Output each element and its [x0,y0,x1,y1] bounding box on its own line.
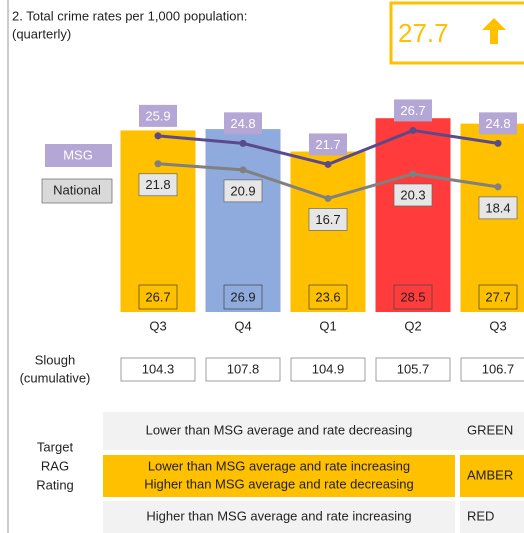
rag-rating: AMBER [467,467,513,482]
rag-row-bg [103,455,455,497]
line-point [409,126,417,134]
line-point [409,170,417,178]
title: 2. Total crime rates per 1,000 populatio… [12,8,247,23]
cumulative-value: 104.3 [142,361,175,376]
rag-text: Higher than MSG average and rate decreas… [144,476,414,491]
cumulative-box [205,357,281,382]
legend-box [41,178,113,204]
bar [375,118,451,312]
x-tick-label: Q1 [319,318,336,333]
cumulative-box [120,357,196,382]
line-label: 24.8 [230,116,255,131]
bar-label: 23.6 [315,289,340,304]
bar-label-box [308,284,348,310]
bar-label: 26.7 [145,289,170,304]
line-label-box [478,196,518,220]
line-label: 21.8 [145,177,170,192]
rag-text: Lower than MSG average and rate decreasi… [146,422,413,437]
cumulative-box [375,357,451,382]
cumulative-box [290,357,366,382]
bar-label-box [138,284,178,310]
line-label-box [308,208,348,231]
bar [205,129,281,312]
subtitle: (quarterly) [12,26,71,41]
bar-label: 27.7 [485,289,510,304]
rag-text: Higher than MSG average and rate increas… [146,508,411,523]
headline-value: 27.7 [398,18,449,48]
line-point [154,160,162,168]
trend-arrow [482,18,506,44]
rag-label: RAG [41,458,69,473]
bar-label-box [478,284,518,310]
line-label: 24.8 [485,116,510,131]
line-point [324,194,332,202]
line-label: 16.7 [315,212,340,227]
line-label: 18.4 [485,200,510,215]
line-label-box [138,173,178,197]
headline-box [389,1,524,65]
line-point [324,160,332,168]
rag-row-bg [103,501,455,533]
line-point [154,132,162,140]
cumulative-value: 107.8 [227,361,260,376]
rag-label: Rating [36,477,74,492]
rag-row-bg [103,412,455,450]
bar-label: 28.5 [400,289,425,304]
line-label: 21.7 [315,137,340,152]
cumulative-box [460,357,524,382]
bar-label-box [223,284,263,310]
line-label-box [479,112,517,135]
line-label-box [393,183,433,207]
rag-rating: GREEN [467,422,513,437]
bar-label-box [393,284,433,310]
line-label-box [223,179,263,203]
line-point [494,139,502,147]
bar-label: 26.9 [230,289,255,304]
line-label: 26.7 [400,103,425,118]
rag-row-bg [460,455,524,497]
cumulative-value: 106.7 [482,361,515,376]
legend-label: National [53,182,101,197]
cumulative-label: (cumulative) [20,370,91,385]
rag-row-bg [460,501,524,533]
cumulative-label: Slough [35,352,75,367]
x-tick-label: Q4 [234,318,251,333]
line-label: 25.9 [145,108,170,123]
line-label-box [139,104,177,127]
line-point [239,139,247,147]
line-label-box [224,112,262,135]
line-label-box [309,133,347,156]
legend-label: MSG [63,147,93,162]
line-label: 20.3 [400,187,425,202]
x-tick-label: Q3 [489,318,506,333]
rag-rating: RED [467,508,494,523]
x-tick-label: Q3 [149,318,166,333]
line-point [494,183,502,191]
x-tick-label: Q2 [404,318,421,333]
rag-text: Lower than MSG average and rate increasi… [148,458,410,473]
rag-label: Target [37,439,74,454]
cumulative-value: 105.7 [397,361,430,376]
line-label-box [394,99,432,122]
cumulative-value: 104.9 [312,361,345,376]
line-label: 20.9 [230,183,255,198]
line-point [239,166,247,174]
legend-box [45,144,112,167]
